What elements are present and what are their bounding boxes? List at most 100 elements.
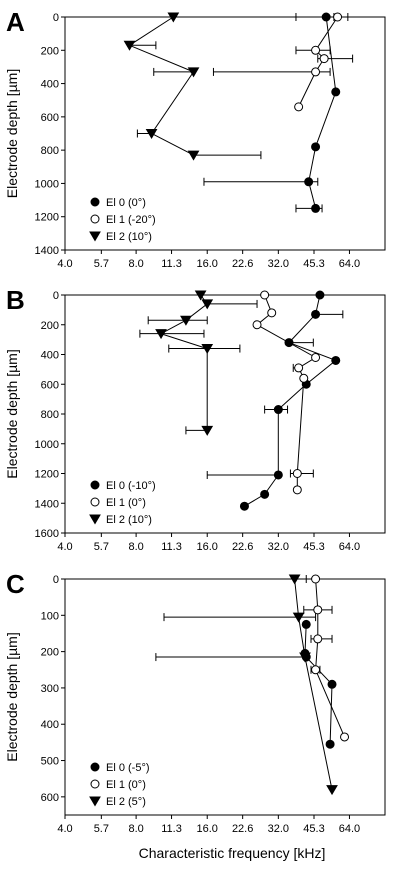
y-tick-label: 1600: [35, 528, 59, 540]
panel-label: A: [6, 7, 25, 37]
data-point: [252, 320, 262, 330]
data-point: [340, 732, 350, 742]
y-tick-label: 400: [41, 350, 59, 362]
y-axis-title: Electrode depth [µm]: [4, 632, 20, 761]
x-tick-label: 11.3: [161, 541, 182, 553]
series-line: [128, 16, 195, 156]
data-point: [333, 12, 343, 22]
data-point: [267, 308, 277, 318]
data-point: [331, 87, 341, 97]
x-tick-label: 4.0: [57, 258, 72, 270]
data-point: [145, 129, 158, 139]
legend-marker: [90, 779, 100, 789]
x-tick-label: 22.6: [232, 823, 253, 835]
panel-label: C: [6, 569, 25, 599]
x-tick-label: 16.0: [197, 823, 218, 835]
data-point: [187, 67, 200, 78]
y-tick-label: 100: [41, 610, 59, 622]
x-tick-label: 32.0: [268, 258, 289, 270]
data-point: [327, 679, 337, 689]
y-tick-label: 200: [41, 320, 59, 332]
y-tick-label: 1400: [35, 245, 59, 257]
x-tick-label: 4.0: [57, 541, 72, 553]
panel-c: 4.0 5.7 8.0 11.3 16.0 22.6 32.0 45.3 64.0 0 100 200…: [4, 569, 386, 835]
series-el-2: [139, 290, 258, 436]
data-point: [187, 150, 200, 161]
data-point: [315, 290, 325, 300]
data-point: [311, 142, 321, 152]
x-tick-label: 45.3: [303, 541, 324, 553]
x-tick-label: 22.6: [232, 258, 253, 270]
y-tick-label: 300: [41, 683, 59, 695]
x-tick-label: 11.3: [161, 258, 182, 270]
data-point: [311, 352, 321, 362]
y-tick-label: 600: [41, 792, 59, 804]
y-tick-label: 1400: [35, 498, 59, 510]
legend-marker: [90, 197, 100, 207]
panel-b: 4.0 5.7 8.0 11.3 16.0 22.6 32.0 45.3 64.0 0 200 400…: [4, 285, 386, 553]
legend-label: El 1 (-20°): [106, 214, 156, 226]
data-point: [319, 54, 329, 64]
plot-frame: [64, 578, 386, 816]
data-point: [311, 203, 321, 213]
y-tick-label: 200: [41, 45, 59, 57]
data-point: [201, 344, 214, 355]
data-point: [194, 290, 207, 301]
series-el-1: [303, 574, 350, 742]
y-tick-label: 1000: [35, 178, 59, 190]
x-tick-label: 45.3: [303, 258, 324, 270]
legend-label: El 1 (0°): [106, 497, 146, 509]
series-line: [294, 578, 333, 790]
legend-label: El 1 (0°): [106, 779, 146, 791]
y-tick-label: 400: [41, 719, 59, 731]
data-point: [260, 489, 270, 499]
x-tick-label: 64.0: [339, 258, 360, 270]
data-point: [201, 299, 214, 310]
y-tick-label: 1200: [35, 469, 59, 481]
data-point: [326, 785, 338, 796]
y-tick-label: 1000: [35, 439, 59, 451]
data-point: [313, 605, 323, 615]
data-point: [201, 425, 214, 436]
series-line: [159, 294, 208, 431]
data-point: [301, 619, 311, 629]
x-tick-label: 11.3: [161, 823, 182, 835]
data-point: [292, 469, 302, 478]
legend-marker: [90, 497, 100, 507]
data-point: [311, 309, 321, 319]
data-point: [155, 329, 167, 340]
legend-marker: [90, 480, 100, 490]
x-tick-label: 32.0: [268, 541, 289, 553]
series-el-1: [212, 12, 354, 112]
data-point: [311, 574, 321, 584]
legend: El 0 (0°) El 1 (-20°) El 2 (10°): [89, 197, 156, 243]
series-line: [315, 578, 345, 738]
data-point: [167, 12, 180, 23]
series-el-1: [252, 290, 321, 495]
data-point: [299, 652, 311, 663]
y-tick-label: 800: [41, 409, 59, 421]
data-point: [123, 40, 136, 51]
legend-label: El 0 (0°): [106, 197, 146, 209]
x-tick-label: 64.0: [339, 823, 360, 835]
series-el-2: [123, 12, 262, 161]
legend: El 0 (-10°) El 1 (0°) El 2 (10°): [89, 480, 156, 526]
y-axis-title: Electrode depth [µm]: [4, 349, 20, 478]
x-tick-label: 8.0: [128, 258, 143, 270]
data-point: [288, 574, 301, 585]
y-tick-label: 500: [41, 756, 59, 768]
x-tick-label: 5.7: [94, 258, 109, 270]
y-axis-title: Electrode depth [µm]: [4, 69, 20, 198]
data-point: [180, 315, 192, 326]
x-tick-label: 5.7: [94, 823, 109, 835]
data-point: [292, 485, 302, 495]
x-tick-label: 16.0: [197, 258, 218, 270]
y-tick-label: 800: [41, 145, 59, 157]
data-point: [313, 634, 323, 644]
data-point: [273, 470, 283, 480]
series-line: [308, 16, 337, 209]
x-tick-label: 45.3: [303, 823, 324, 835]
x-tick-label: 22.6: [232, 541, 253, 553]
data-point: [331, 355, 341, 365]
